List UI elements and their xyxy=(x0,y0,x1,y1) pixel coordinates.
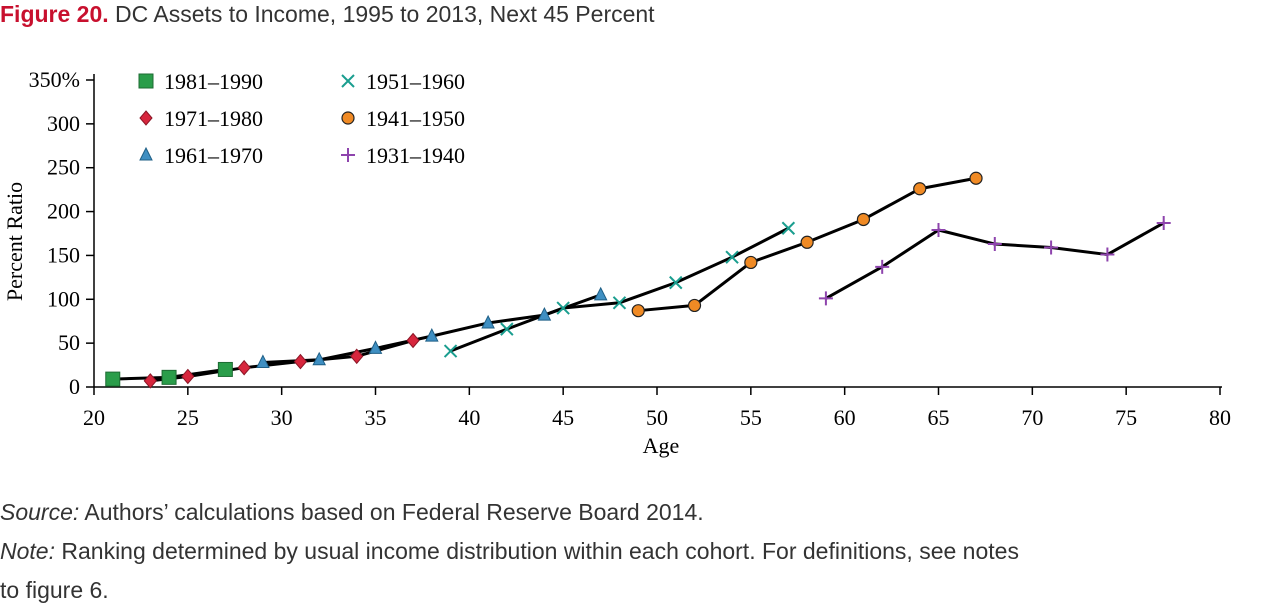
note-line-continued: to figure 6. xyxy=(0,577,109,603)
chart: 0 50 100 150 200 250 300 350% 20 25 30 35 40 45 50 55 60… xyxy=(2,67,1231,458)
data-point-series-6 xyxy=(818,291,833,306)
figure-label: Figure 20. xyxy=(0,1,109,27)
x-tick-label: 35 xyxy=(365,405,387,430)
data-point-series-3 xyxy=(256,354,270,368)
legend-label: 1971–1980 xyxy=(164,106,263,131)
y-axis-label: Percent Ratio xyxy=(2,182,27,301)
legend-label: 1961–1970 xyxy=(164,143,263,168)
legend-marker xyxy=(139,110,153,126)
y-tick-label: 100 xyxy=(47,286,80,311)
note-text: Ranking determined by usual income distr… xyxy=(54,538,1019,564)
legend-marker xyxy=(341,74,355,88)
legend-marker xyxy=(341,148,355,162)
y-tick-label: 150 xyxy=(47,242,80,267)
data-point-series-5 xyxy=(687,298,702,313)
x-tick-label: 55 xyxy=(740,405,762,430)
figure-title: Figure 20. DC Assets to Income, 1995 to … xyxy=(0,0,1280,30)
data-point-series-6 xyxy=(987,237,1002,252)
x-tick-label: 50 xyxy=(646,405,668,430)
series-line-6 xyxy=(824,221,1166,300)
data-point-series-5 xyxy=(744,255,758,270)
legend-label: 1931–1940 xyxy=(366,143,465,168)
x-tick-label: 30 xyxy=(271,405,293,430)
x-tick-label: 40 xyxy=(458,405,480,430)
data-point-series-5 xyxy=(800,235,814,249)
x-tick-label: 45 xyxy=(552,405,574,430)
data-point-series-4 xyxy=(725,250,739,264)
data-point-series-4 xyxy=(443,344,458,358)
figure-title-text: DC Assets to Income, 1995 to 2013, Next … xyxy=(115,1,655,27)
note-line: Note: Ranking determined by usual income… xyxy=(0,536,1280,566)
data-point-series-2 xyxy=(237,359,251,376)
x-axis-label: Age xyxy=(643,433,680,458)
note-label: Note: xyxy=(0,538,55,564)
data-point-series-3 xyxy=(424,328,439,342)
x-tick-label: 65 xyxy=(928,405,950,430)
y-tick-label: 250 xyxy=(47,155,80,180)
data-point-series-6 xyxy=(1100,247,1115,262)
legend-label: 1951–1960 xyxy=(366,69,465,94)
data-point-series-6 xyxy=(875,259,890,274)
data-point-series-1 xyxy=(161,369,177,385)
legend-marker xyxy=(341,111,355,125)
data-point-series-2 xyxy=(406,332,420,349)
data-point-series-1 xyxy=(217,361,233,377)
x-tick-label: 60 xyxy=(834,405,856,430)
data-point-series-2 xyxy=(143,373,157,389)
data-point-series-4 xyxy=(500,322,514,336)
series-line-4 xyxy=(449,226,790,353)
data-point-series-2 xyxy=(181,368,195,385)
data-point-series-6 xyxy=(1156,215,1171,230)
source-label: Source: xyxy=(0,499,80,525)
data-point-series-3 xyxy=(593,286,608,301)
data-point-series-5 xyxy=(631,304,645,318)
data-point-series-3 xyxy=(481,314,495,329)
legend-marker xyxy=(138,73,154,89)
legend-marker xyxy=(139,146,153,161)
source-text: Authors’ calculations based on Federal R… xyxy=(79,499,704,525)
data-point-series-4 xyxy=(612,296,627,310)
data-point-series-1 xyxy=(105,371,121,387)
y-tick-label: 0 xyxy=(69,374,80,399)
x-tick-label: 75 xyxy=(1115,405,1137,430)
x-tick-label: 80 xyxy=(1209,405,1231,430)
data-point-series-4 xyxy=(669,275,683,290)
data-point-series-5 xyxy=(969,171,983,185)
x-tick-label: 20 xyxy=(83,405,105,430)
series-line-2 xyxy=(148,339,415,383)
data-point-series-3 xyxy=(368,340,383,354)
data-point-series-4 xyxy=(781,221,796,235)
x-tick-label: 25 xyxy=(177,405,199,430)
data-point-series-6 xyxy=(1044,240,1059,255)
y-tick-label: 300 xyxy=(47,111,80,136)
data-point-series-4 xyxy=(556,301,570,315)
y-tick-label: 350% xyxy=(29,67,80,92)
y-tick-label: 50 xyxy=(58,330,80,355)
y-tick-label: 200 xyxy=(47,199,80,224)
data-point-series-3 xyxy=(312,351,327,366)
legend-label: 1981–1990 xyxy=(164,69,263,94)
source-line: Source: Authors’ calculations based on F… xyxy=(0,497,1280,527)
data-point-series-5 xyxy=(913,182,927,196)
data-point-series-5 xyxy=(856,212,871,227)
data-point-series-3 xyxy=(537,306,552,321)
legend-label: 1941–1950 xyxy=(366,106,465,131)
data-point-series-2 xyxy=(293,353,308,370)
data-point-series-6 xyxy=(931,222,946,237)
data-point-series-2 xyxy=(350,348,364,365)
x-tick-label: 70 xyxy=(1021,405,1043,430)
